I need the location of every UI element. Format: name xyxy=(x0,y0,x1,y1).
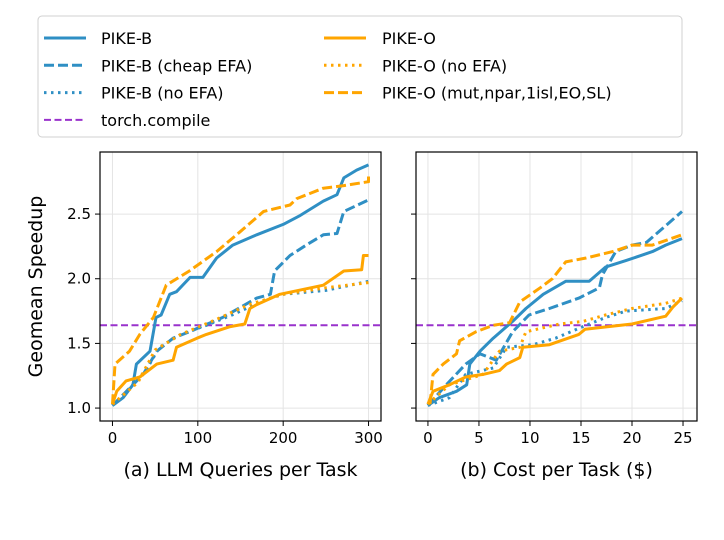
x-tick-label: 0 xyxy=(423,429,433,447)
series-pike-o-mut-npar-1isl-eo-sl xyxy=(428,233,683,405)
x-tick-label: 15 xyxy=(571,429,590,447)
x-axis-label: (a) LLM Queries per Task xyxy=(123,459,357,481)
panel-b-cost: 0 5 10 15 20 25 (b) Cost per Task ($) xyxy=(411,151,698,481)
legend-label: PIKE-B (no EFA) xyxy=(101,84,224,103)
series-pike-b xyxy=(111,163,370,407)
x-tick-label: 20 xyxy=(622,429,641,447)
x-tick-label: 5 xyxy=(474,429,484,447)
x-axis-label: (b) Cost per Task ($) xyxy=(460,459,653,481)
legend-item-torch-compile: torch.compile xyxy=(44,111,210,130)
legend: PIKE-B PIKE-B (cheap EFA) PIKE-B (no EFA) t… xyxy=(37,15,683,138)
legend-item-pike-b-no-efa: PIKE-B (no EFA) xyxy=(44,84,224,103)
legend-label: PIKE-O (mut,npar,1isl,EO,SL) xyxy=(382,84,612,103)
legend-label: torch.compile xyxy=(101,111,210,130)
series-pike-o-mut-npar-1isl-eo-sl xyxy=(111,174,370,405)
series-pike-o-no-efa xyxy=(426,296,683,406)
panel-a-llm-queries: 0 100 200 300 1.0 1.5 2.0 2.5 (a) LLM Queries pe… xyxy=(25,151,383,481)
x-tick-label: 0 xyxy=(108,429,118,447)
series-pike-o xyxy=(111,254,369,405)
series-pike-o-no-efa xyxy=(111,281,369,406)
legend-item-pike-o-no-efa: PIKE-O (no EFA) xyxy=(324,56,507,75)
legend-box xyxy=(37,15,683,138)
legend-label: PIKE-B xyxy=(101,29,152,48)
y-tick-label: 2.5 xyxy=(67,205,91,223)
x-tick-label: 200 xyxy=(269,429,298,447)
series-pike-b xyxy=(427,237,683,407)
y-axis-label: Geomean Speedup xyxy=(25,196,47,378)
y-tick-label: 1.5 xyxy=(67,334,91,352)
y-tick-label: 1.0 xyxy=(67,399,91,417)
y-tick-label: 2.0 xyxy=(67,270,91,288)
legend-item-pike-b-cheap-efa: PIKE-B (cheap EFA) xyxy=(44,56,252,75)
axes-frame xyxy=(99,151,382,422)
legend-label: PIKE-B (cheap EFA) xyxy=(101,56,252,75)
series-pike-b-no-efa xyxy=(427,299,683,407)
x-tick-label: 10 xyxy=(520,429,539,447)
legend-label: PIKE-O xyxy=(382,29,436,48)
plot-area xyxy=(100,163,381,407)
series-pike-o xyxy=(426,297,684,405)
legend-label: PIKE-O (no EFA) xyxy=(382,56,507,75)
x-tick-label: 100 xyxy=(184,429,213,447)
legend-item-pike-o: PIKE-O xyxy=(324,29,436,48)
x-tick-label: 25 xyxy=(673,429,692,447)
legend-item-pike-o-mut-npar-1isl-eo-sl: PIKE-O (mut,npar,1isl,EO,SL) xyxy=(324,84,612,103)
axes-frame xyxy=(415,151,698,422)
x-tick-label: 300 xyxy=(354,429,383,447)
legend-item-pike-b: PIKE-B xyxy=(44,29,152,48)
plot-area xyxy=(416,210,697,407)
